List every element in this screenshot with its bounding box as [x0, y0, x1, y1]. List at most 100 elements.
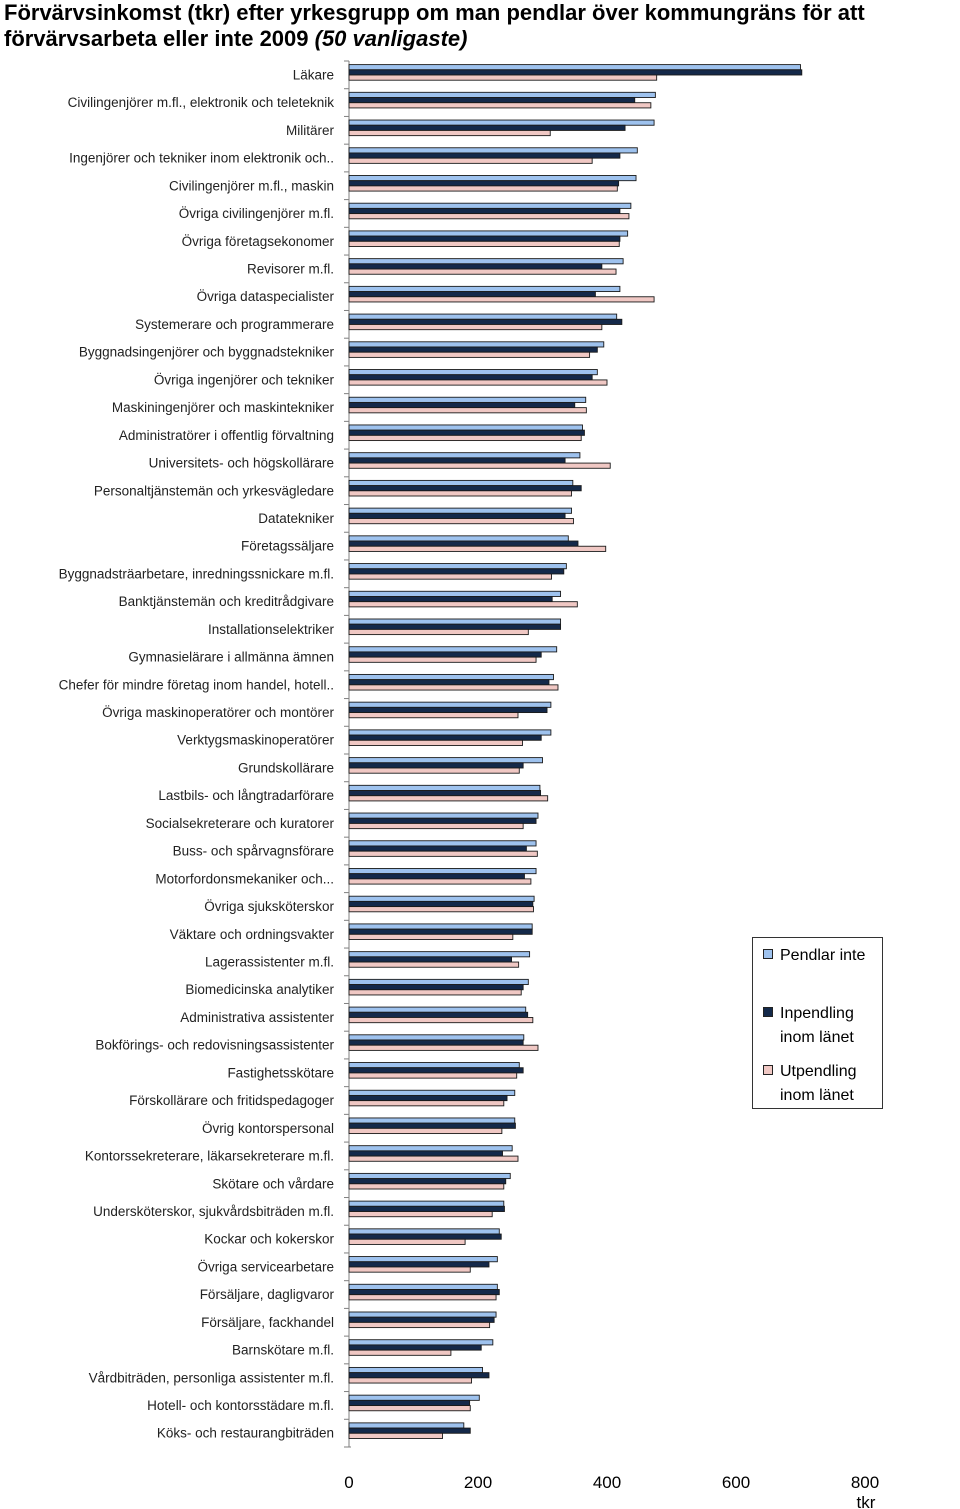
category-label: Övriga civilingenjörer m.fl. — [179, 206, 334, 221]
bar-utpendling — [348, 1127, 503, 1135]
bar-utpendling — [348, 961, 520, 968]
bar-inpendling — [348, 956, 512, 963]
category-label: Byggnadsingenjörer och byggnadstekniker — [79, 345, 335, 360]
bar-utpendling — [348, 1238, 466, 1245]
bar-utpendling — [348, 989, 522, 996]
category-label: Motorfordonsmekaniker och... — [155, 871, 334, 886]
x-tick-label: 600 — [722, 1473, 750, 1492]
bar-inpendling — [348, 485, 582, 492]
category-label: Civilingenjörer m.fl., maskin — [169, 178, 334, 193]
bar-inpendling — [348, 180, 620, 187]
bar-inpendling — [348, 235, 621, 242]
category-label: Buss- och spårvagnsförare — [173, 844, 334, 859]
bar-pendlar-inte — [348, 119, 655, 126]
bar-inpendling — [348, 1372, 490, 1379]
bar-utpendling — [348, 1072, 518, 1079]
bar-inpendling — [348, 1011, 529, 1018]
bar-inpendling — [348, 873, 525, 880]
chart-title-subtitle: (50 vanligaste) — [314, 26, 468, 51]
bar-inpendling — [348, 900, 534, 908]
bar-inpendling — [348, 845, 527, 852]
category-label: Datatekniker — [258, 511, 334, 526]
bar-pendlar-inte — [348, 978, 529, 986]
bar-inpendling — [348, 346, 598, 353]
bar-inpendling — [348, 401, 576, 409]
bar-utpendling — [348, 628, 529, 636]
bar-inpendling — [348, 1233, 502, 1240]
category-label: Biomedicinska analytiker — [185, 982, 334, 997]
bar-pendlar-inte — [348, 563, 567, 570]
category-label: Försäljare, fackhandel — [201, 1315, 334, 1330]
x-axis-label: tkr — [857, 1493, 876, 1509]
bar-utpendling — [348, 379, 608, 386]
bar-inpendling — [348, 263, 603, 270]
category-label: Installationselektriker — [208, 622, 335, 637]
bar-pendlar-inte — [348, 258, 624, 265]
category-label: Revisorer m.fl. — [247, 262, 334, 277]
bar-pendlar-inte — [348, 1006, 527, 1013]
category-label: Banktjänstemän och kreditrådgivare — [119, 594, 334, 609]
bar-pendlar-inte — [348, 868, 537, 875]
chart-title: Förvärvsinkomst (tkr) efter yrkesgrupp o… — [4, 0, 959, 52]
bar-utpendling — [348, 268, 617, 275]
bar-inpendling — [348, 540, 579, 547]
bar-inpendling — [348, 928, 533, 935]
legend-label-inpendling: Inpendling inom länet — [780, 1005, 854, 1046]
bar-inpendling — [348, 706, 548, 714]
bar-inpendling — [348, 596, 553, 603]
bar-pendlar-inte — [348, 285, 621, 293]
category-label: Hotell- och kontorsstädare m.fl. — [147, 1398, 334, 1413]
bar-utpendling — [348, 573, 552, 580]
category-label: Gymnasielärare i allmänna ämnen — [128, 650, 334, 665]
bar-pendlar-inte — [348, 1034, 525, 1041]
bar-inpendling — [348, 1067, 524, 1074]
bar-pendlar-inte — [348, 784, 541, 791]
bar-pendlar-inte — [348, 1200, 505, 1207]
bar-utpendling — [348, 545, 607, 552]
bar-utpendling — [348, 684, 559, 691]
bar-utpendling — [348, 712, 519, 719]
bar-pendlar-inte — [348, 1117, 516, 1124]
bar-utpendling — [348, 767, 520, 774]
bar-pendlar-inte — [348, 507, 572, 514]
category-label: Socialsekreterare och kuratorer — [146, 816, 335, 831]
bar-pendlar-inte — [348, 424, 583, 431]
bar-utpendling — [348, 1349, 452, 1356]
bar-pendlar-inte — [348, 535, 569, 542]
bar-inpendling — [348, 1344, 482, 1351]
bar-inpendling — [348, 568, 565, 575]
bar-inpendling — [348, 1316, 495, 1323]
bar-utpendling — [348, 601, 578, 608]
bar-pendlar-inte — [348, 1089, 516, 1096]
category-label: Systemerare och programmerare — [135, 317, 334, 332]
category-label: Kontorssekreterare, läkarsekreterare m.f… — [85, 1149, 334, 1164]
category-label: Personaltjänstemän och yrkesvägledare — [94, 483, 334, 498]
x-tick-label: 200 — [464, 1473, 492, 1492]
bar-utpendling — [348, 739, 523, 746]
bar-inpendling — [348, 374, 593, 381]
category-label: Ingenjörer och tekniker inom elektronik … — [69, 151, 334, 166]
bar-utpendling — [348, 434, 582, 442]
category-label: Övriga servicearbetare — [197, 1259, 334, 1274]
bar-inpendling — [348, 623, 562, 630]
category-label: Läkare — [293, 67, 334, 82]
bar-pendlar-inte — [348, 230, 629, 237]
bar-pendlar-inte — [348, 590, 562, 597]
bar-inpendling — [348, 207, 621, 215]
bar-pendlar-inte — [348, 757, 543, 764]
bar-pendlar-inte — [348, 452, 581, 459]
bar-pendlar-inte — [348, 175, 637, 182]
category-label: Övriga ingenjörer och tekniker — [154, 372, 335, 387]
bar-pendlar-inte — [348, 202, 632, 209]
bar-inpendling — [348, 1122, 516, 1129]
bar-utpendling — [348, 906, 534, 913]
bar-inpendling — [348, 69, 803, 76]
bar-utpendling — [348, 1321, 491, 1329]
category-labels: Läkare Civilingenjörer m.fl., elektronik … — [59, 67, 335, 1440]
bar-utpendling — [348, 518, 574, 525]
category-label: Skötare och vårdare — [212, 1176, 334, 1191]
category-label: Militärer — [286, 123, 335, 138]
bar-pendlar-inte — [348, 91, 656, 98]
bar-pendlar-inte — [348, 341, 605, 348]
